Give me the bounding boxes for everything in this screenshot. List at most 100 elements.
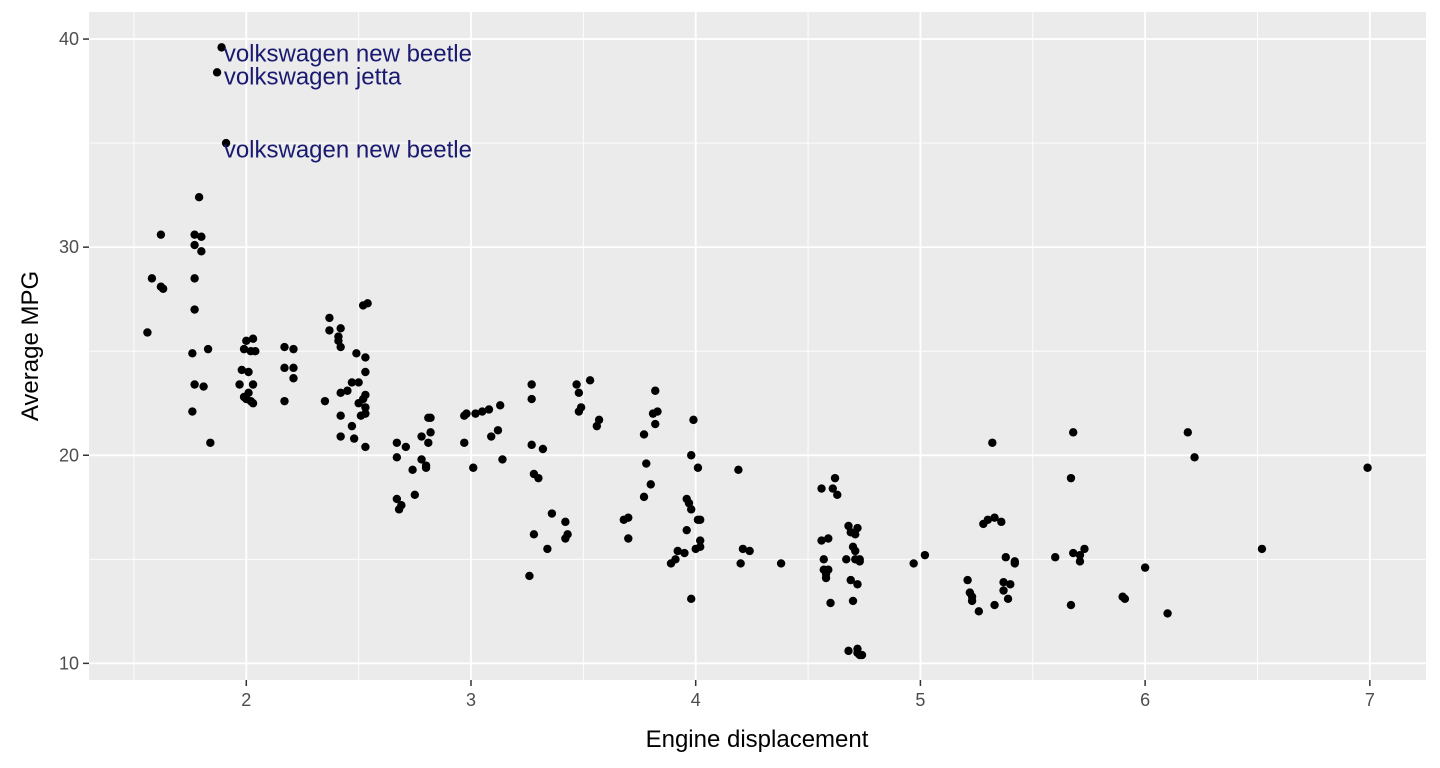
data-point bbox=[336, 388, 345, 398]
data-point bbox=[487, 432, 496, 441]
data-point bbox=[248, 334, 258, 343]
data-point bbox=[361, 403, 370, 412]
data-point bbox=[156, 230, 166, 239]
data-point bbox=[354, 378, 363, 387]
data-point bbox=[363, 299, 372, 308]
data-point bbox=[990, 513, 999, 522]
data-point bbox=[239, 392, 249, 402]
data-point bbox=[347, 378, 357, 387]
data-point bbox=[1066, 600, 1076, 610]
point-annotation: volkswagen new beetle bbox=[224, 41, 472, 68]
data-point bbox=[417, 455, 426, 464]
data-point bbox=[408, 465, 417, 475]
data-point bbox=[206, 438, 215, 447]
data-point bbox=[190, 240, 199, 250]
data-point bbox=[352, 349, 361, 358]
data-point bbox=[983, 515, 993, 524]
data-point bbox=[1069, 428, 1078, 437]
data-point bbox=[974, 607, 984, 616]
data-point bbox=[682, 525, 691, 535]
data-point bbox=[967, 596, 977, 606]
data-point bbox=[689, 415, 698, 425]
minor-gridlines bbox=[89, 12, 1426, 680]
data-point bbox=[639, 492, 649, 502]
data-point bbox=[824, 565, 833, 574]
data-point bbox=[498, 455, 507, 464]
data-point bbox=[199, 382, 208, 391]
data-point bbox=[143, 328, 152, 337]
data-point bbox=[147, 274, 157, 283]
point-annotation: volkswagen new beetle bbox=[224, 136, 472, 163]
data-point bbox=[828, 484, 837, 493]
y-tick-labels: 10 20 30 40 bbox=[59, 29, 79, 673]
y-tick-label: 40 bbox=[59, 29, 79, 49]
x-tick-label: 2 bbox=[241, 690, 251, 710]
x-tick-labels: 2 3 4 5 6 7 bbox=[241, 690, 1375, 710]
data-point bbox=[325, 313, 334, 323]
x-tick-label: 5 bbox=[915, 690, 925, 710]
data-point bbox=[280, 342, 289, 352]
x-axis-title: Engine displacement bbox=[646, 726, 869, 753]
data-point bbox=[347, 421, 357, 431]
data-point bbox=[817, 484, 826, 493]
data-point bbox=[529, 530, 539, 539]
data-point bbox=[336, 411, 345, 420]
data-point bbox=[1066, 473, 1076, 483]
data-point bbox=[857, 650, 867, 660]
data-point bbox=[817, 536, 826, 545]
data-point bbox=[410, 490, 420, 499]
data-point bbox=[239, 344, 249, 354]
data-point bbox=[844, 646, 853, 656]
data-point bbox=[824, 534, 833, 543]
data-point bbox=[426, 428, 435, 437]
data-point bbox=[194, 193, 204, 202]
data-point bbox=[651, 419, 660, 429]
data-point bbox=[320, 396, 330, 406]
data-point bbox=[478, 407, 487, 416]
data-points bbox=[143, 43, 1372, 660]
data-point bbox=[217, 43, 226, 52]
data-point bbox=[1003, 594, 1013, 604]
data-point bbox=[561, 517, 570, 527]
data-point bbox=[745, 546, 754, 556]
data-point bbox=[999, 577, 1008, 587]
data-point bbox=[853, 580, 862, 589]
point-annotation: volkswagen jetta bbox=[224, 64, 402, 91]
x-tick-label: 6 bbox=[1140, 690, 1150, 710]
data-point bbox=[547, 509, 557, 518]
data-point bbox=[687, 451, 696, 460]
data-point bbox=[646, 480, 655, 489]
data-point bbox=[471, 409, 480, 418]
data-point bbox=[696, 536, 705, 545]
data-point bbox=[462, 409, 471, 418]
data-point bbox=[336, 324, 345, 333]
data-point bbox=[1140, 563, 1150, 572]
data-point bbox=[734, 465, 743, 475]
data-point bbox=[361, 367, 370, 377]
data-point bbox=[527, 380, 536, 389]
data-point bbox=[334, 332, 343, 341]
data-point bbox=[493, 426, 503, 435]
data-point bbox=[687, 594, 696, 604]
x-tick-label: 4 bbox=[691, 690, 701, 710]
data-point bbox=[361, 409, 370, 418]
data-point bbox=[1069, 548, 1078, 558]
data-point bbox=[988, 438, 997, 447]
data-point bbox=[671, 555, 680, 564]
data-point bbox=[673, 546, 682, 556]
data-point bbox=[851, 546, 860, 556]
x-tick-label: 7 bbox=[1365, 690, 1375, 710]
data-point bbox=[289, 344, 298, 354]
data-point bbox=[426, 413, 435, 422]
data-point bbox=[336, 432, 345, 441]
data-point bbox=[242, 336, 251, 345]
data-point bbox=[833, 490, 842, 499]
axis-ticks bbox=[83, 38, 1371, 686]
data-point bbox=[563, 530, 572, 539]
data-point bbox=[392, 494, 402, 504]
data-point bbox=[990, 600, 999, 610]
data-point bbox=[576, 403, 586, 412]
data-point bbox=[197, 232, 206, 241]
